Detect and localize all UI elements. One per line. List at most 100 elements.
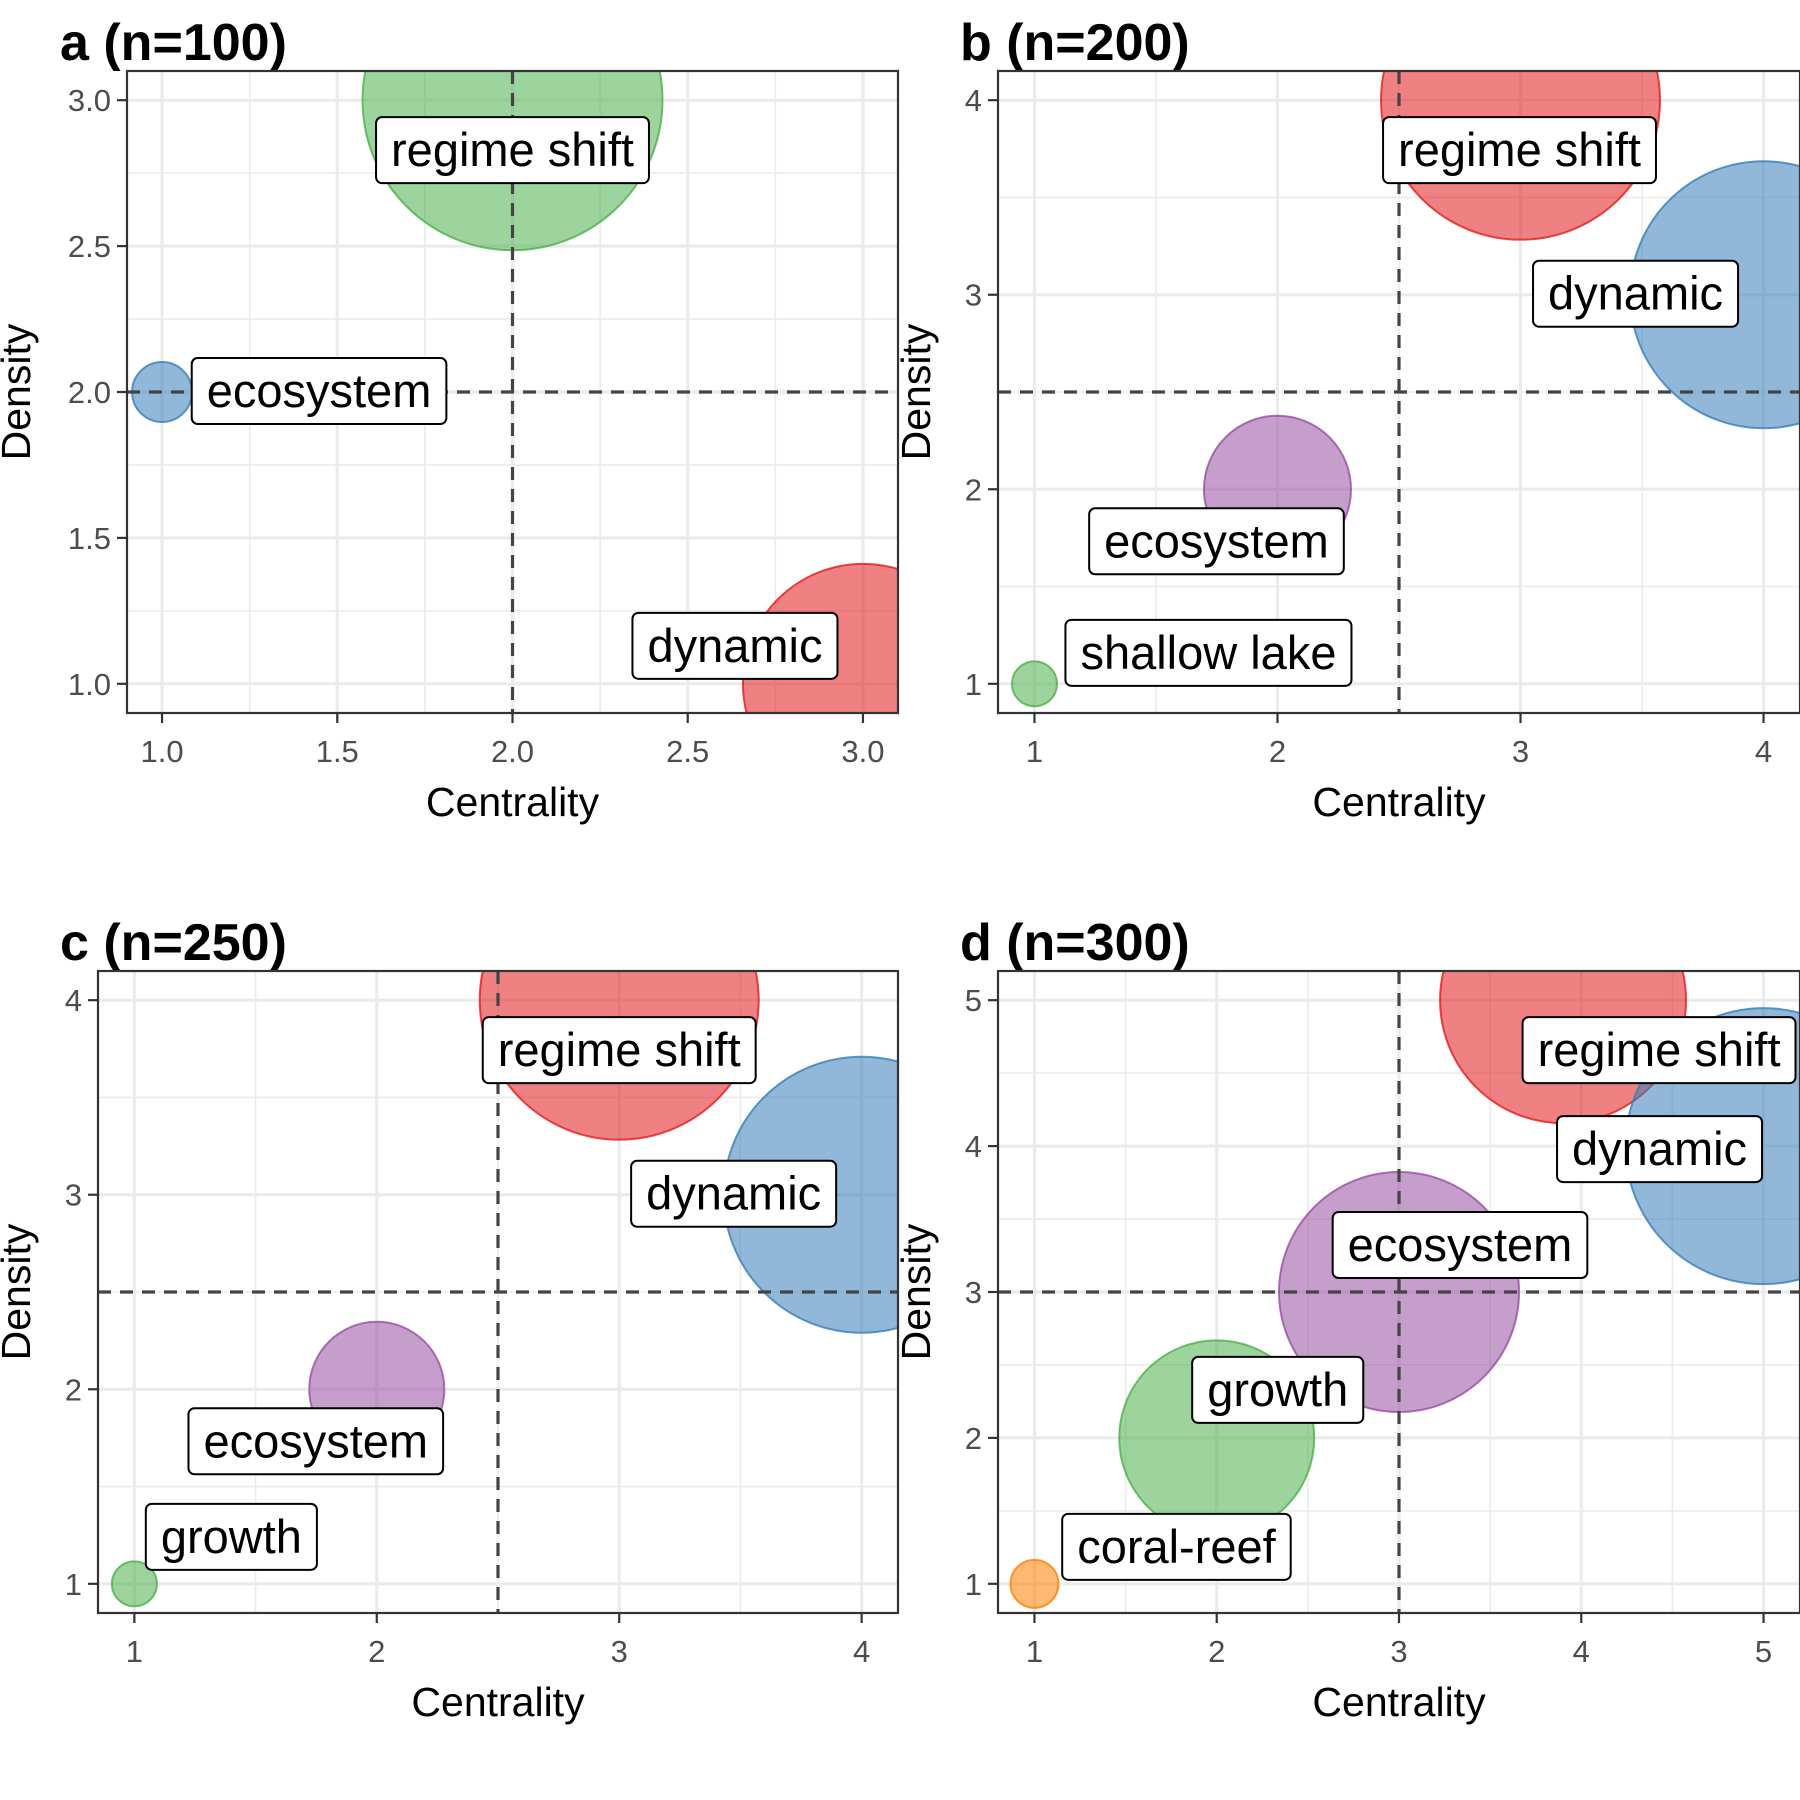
panel-b: b (n=200) regime shift dynamic ecosystem sh… bbox=[893, 14, 1800, 825]
label-box bbox=[481, 1016, 757, 1085]
label-box bbox=[1331, 1211, 1589, 1279]
label-box bbox=[1556, 1115, 1764, 1184]
reference-lines bbox=[998, 971, 1800, 1613]
point-label-dynamic: dynamic bbox=[631, 611, 839, 680]
x-tick-label: 4 bbox=[1573, 1634, 1590, 1669]
y-tick-label: 3 bbox=[965, 1275, 982, 1310]
panel-a: a (n=100) regime shift ecosystem dynamic 1.… bbox=[0, 14, 900, 825]
point-label-text: dynamic bbox=[647, 619, 822, 672]
y-tick-label: 2 bbox=[965, 472, 982, 507]
panel-title: b (n=200) bbox=[960, 14, 1190, 72]
point-label-text: ecosystem bbox=[1104, 514, 1329, 567]
panel-plot-area: regime shift dynamic ecosystem growth 1 2 3 4 1 2… bbox=[65, 969, 900, 1669]
x-axis-title: Centrality bbox=[411, 1679, 585, 1725]
x-tick-label: 3 bbox=[1390, 1634, 1407, 1669]
y-tick-label: 1.0 bbox=[68, 667, 111, 702]
point-label-text: regime shift bbox=[1398, 123, 1641, 176]
x-tick-label: 4 bbox=[1755, 734, 1772, 769]
y-axis-title: Density bbox=[893, 1223, 939, 1360]
point-label-ecosystem: ecosystem bbox=[1088, 507, 1345, 576]
point-label-regime-shift: regime shift bbox=[481, 1016, 757, 1085]
label-box bbox=[144, 1502, 318, 1571]
label-box bbox=[1061, 1512, 1292, 1581]
point-label-text: regime shift bbox=[391, 123, 634, 176]
label-box bbox=[187, 1407, 445, 1476]
reference-lines bbox=[98, 971, 898, 1613]
y-tick-label: 5 bbox=[965, 983, 982, 1018]
x-tick-label: 1.0 bbox=[140, 734, 183, 769]
point-label-regime-shift: regime shift bbox=[1521, 1016, 1797, 1085]
panel-border bbox=[96, 969, 900, 1615]
point-label-text: regime shift bbox=[498, 1023, 741, 1076]
y-tick-label: 3.0 bbox=[68, 83, 111, 118]
x-tick-label: 3 bbox=[611, 1634, 628, 1669]
point-label-growth: growth bbox=[144, 1502, 318, 1571]
point-label-text: ecosystem bbox=[1348, 1218, 1573, 1271]
point-label-text: coral-reef bbox=[1077, 1520, 1276, 1573]
point-label-ecosystem: ecosystem bbox=[1331, 1211, 1589, 1279]
label-box bbox=[190, 357, 448, 425]
panel-c: c (n=250) regime shift dynamic ecosystem gr… bbox=[0, 914, 900, 1725]
label-box bbox=[630, 1159, 838, 1228]
x-tick-label: 2 bbox=[1269, 734, 1286, 769]
x-tick-label: 3 bbox=[1512, 734, 1529, 769]
point-label-dynamic: dynamic bbox=[630, 1159, 838, 1228]
x-tick-label: 4 bbox=[853, 1634, 870, 1669]
panel-border bbox=[996, 69, 1800, 715]
label-box bbox=[631, 611, 839, 680]
point-label-text: shallow lake bbox=[1080, 626, 1336, 679]
x-tick-label: 2.5 bbox=[666, 734, 709, 769]
x-tick-label: 1 bbox=[1026, 734, 1043, 769]
x-tick-label: 3.0 bbox=[841, 734, 884, 769]
panel-plot-area: regime shift dynamic ecosystem growth coral-… bbox=[965, 969, 1800, 1669]
label-box bbox=[1088, 507, 1345, 576]
y-tick-label: 2 bbox=[65, 1372, 82, 1407]
x-tick-label: 1 bbox=[1026, 1634, 1043, 1669]
y-tick-label: 1 bbox=[965, 1567, 982, 1602]
point-label-text: growth bbox=[1207, 1363, 1348, 1416]
x-axis-title: Centrality bbox=[426, 779, 600, 825]
y-tick-label: 3 bbox=[965, 278, 982, 313]
label-box bbox=[1064, 618, 1353, 687]
bubble-coral-reef bbox=[1009, 1558, 1060, 1609]
y-tick-label: 1 bbox=[65, 1567, 82, 1602]
y-tick-label: 4 bbox=[965, 1129, 982, 1164]
reference-lines bbox=[998, 71, 1800, 713]
panel-plot-area: regime shift dynamic ecosystem shallow lake… bbox=[965, 69, 1800, 769]
point-label-text: ecosystem bbox=[203, 1414, 428, 1467]
panel-title: d (n=300) bbox=[960, 914, 1190, 972]
label-box bbox=[1382, 116, 1657, 185]
y-tick-label: 2 bbox=[965, 1421, 982, 1456]
y-axis-title: Density bbox=[0, 323, 39, 460]
point-label-dynamic: dynamic bbox=[1532, 259, 1740, 328]
point-label-text: dynamic bbox=[646, 1167, 821, 1220]
point-label-text: dynamic bbox=[1572, 1122, 1747, 1175]
panel-d: d (n=300) regime shift dynamic ecosystem gr… bbox=[893, 914, 1800, 1725]
y-tick-label: 3 bbox=[65, 1178, 82, 1213]
y-tick-label: 2.0 bbox=[68, 375, 111, 410]
y-axis-title: Density bbox=[0, 1223, 39, 1360]
point-label-regime-shift: regime shift bbox=[375, 116, 650, 185]
point-label-text: growth bbox=[161, 1510, 302, 1563]
label-box bbox=[1521, 1016, 1797, 1085]
point-label-coral-reef: coral-reef bbox=[1061, 1512, 1292, 1581]
reference-lines bbox=[127, 71, 898, 713]
y-tick-label: 4 bbox=[965, 83, 982, 118]
x-tick-label: 5 bbox=[1755, 1634, 1772, 1669]
y-tick-label: 1.5 bbox=[68, 521, 111, 556]
y-axis-title: Density bbox=[893, 323, 939, 460]
x-tick-label: 2 bbox=[1208, 1634, 1225, 1669]
point-label-text: ecosystem bbox=[207, 364, 432, 417]
y-tick-label: 2.5 bbox=[68, 229, 111, 264]
point-label-ecosystem: ecosystem bbox=[190, 357, 448, 425]
point-label-dynamic: dynamic bbox=[1556, 1115, 1764, 1184]
panel-plot-area: regime shift ecosystem dynamic 1.0 1.5 2.0 2.5… bbox=[68, 69, 900, 769]
point-label-regime-shift: regime shift bbox=[1382, 116, 1657, 185]
y-tick-label: 1 bbox=[965, 667, 982, 702]
x-tick-label: 1.5 bbox=[316, 734, 359, 769]
panel-title: c (n=250) bbox=[60, 914, 287, 972]
panel-title: a (n=100) bbox=[60, 14, 287, 72]
point-label-growth: growth bbox=[1191, 1355, 1365, 1424]
point-label-shallow-lake: shallow lake bbox=[1064, 618, 1353, 687]
